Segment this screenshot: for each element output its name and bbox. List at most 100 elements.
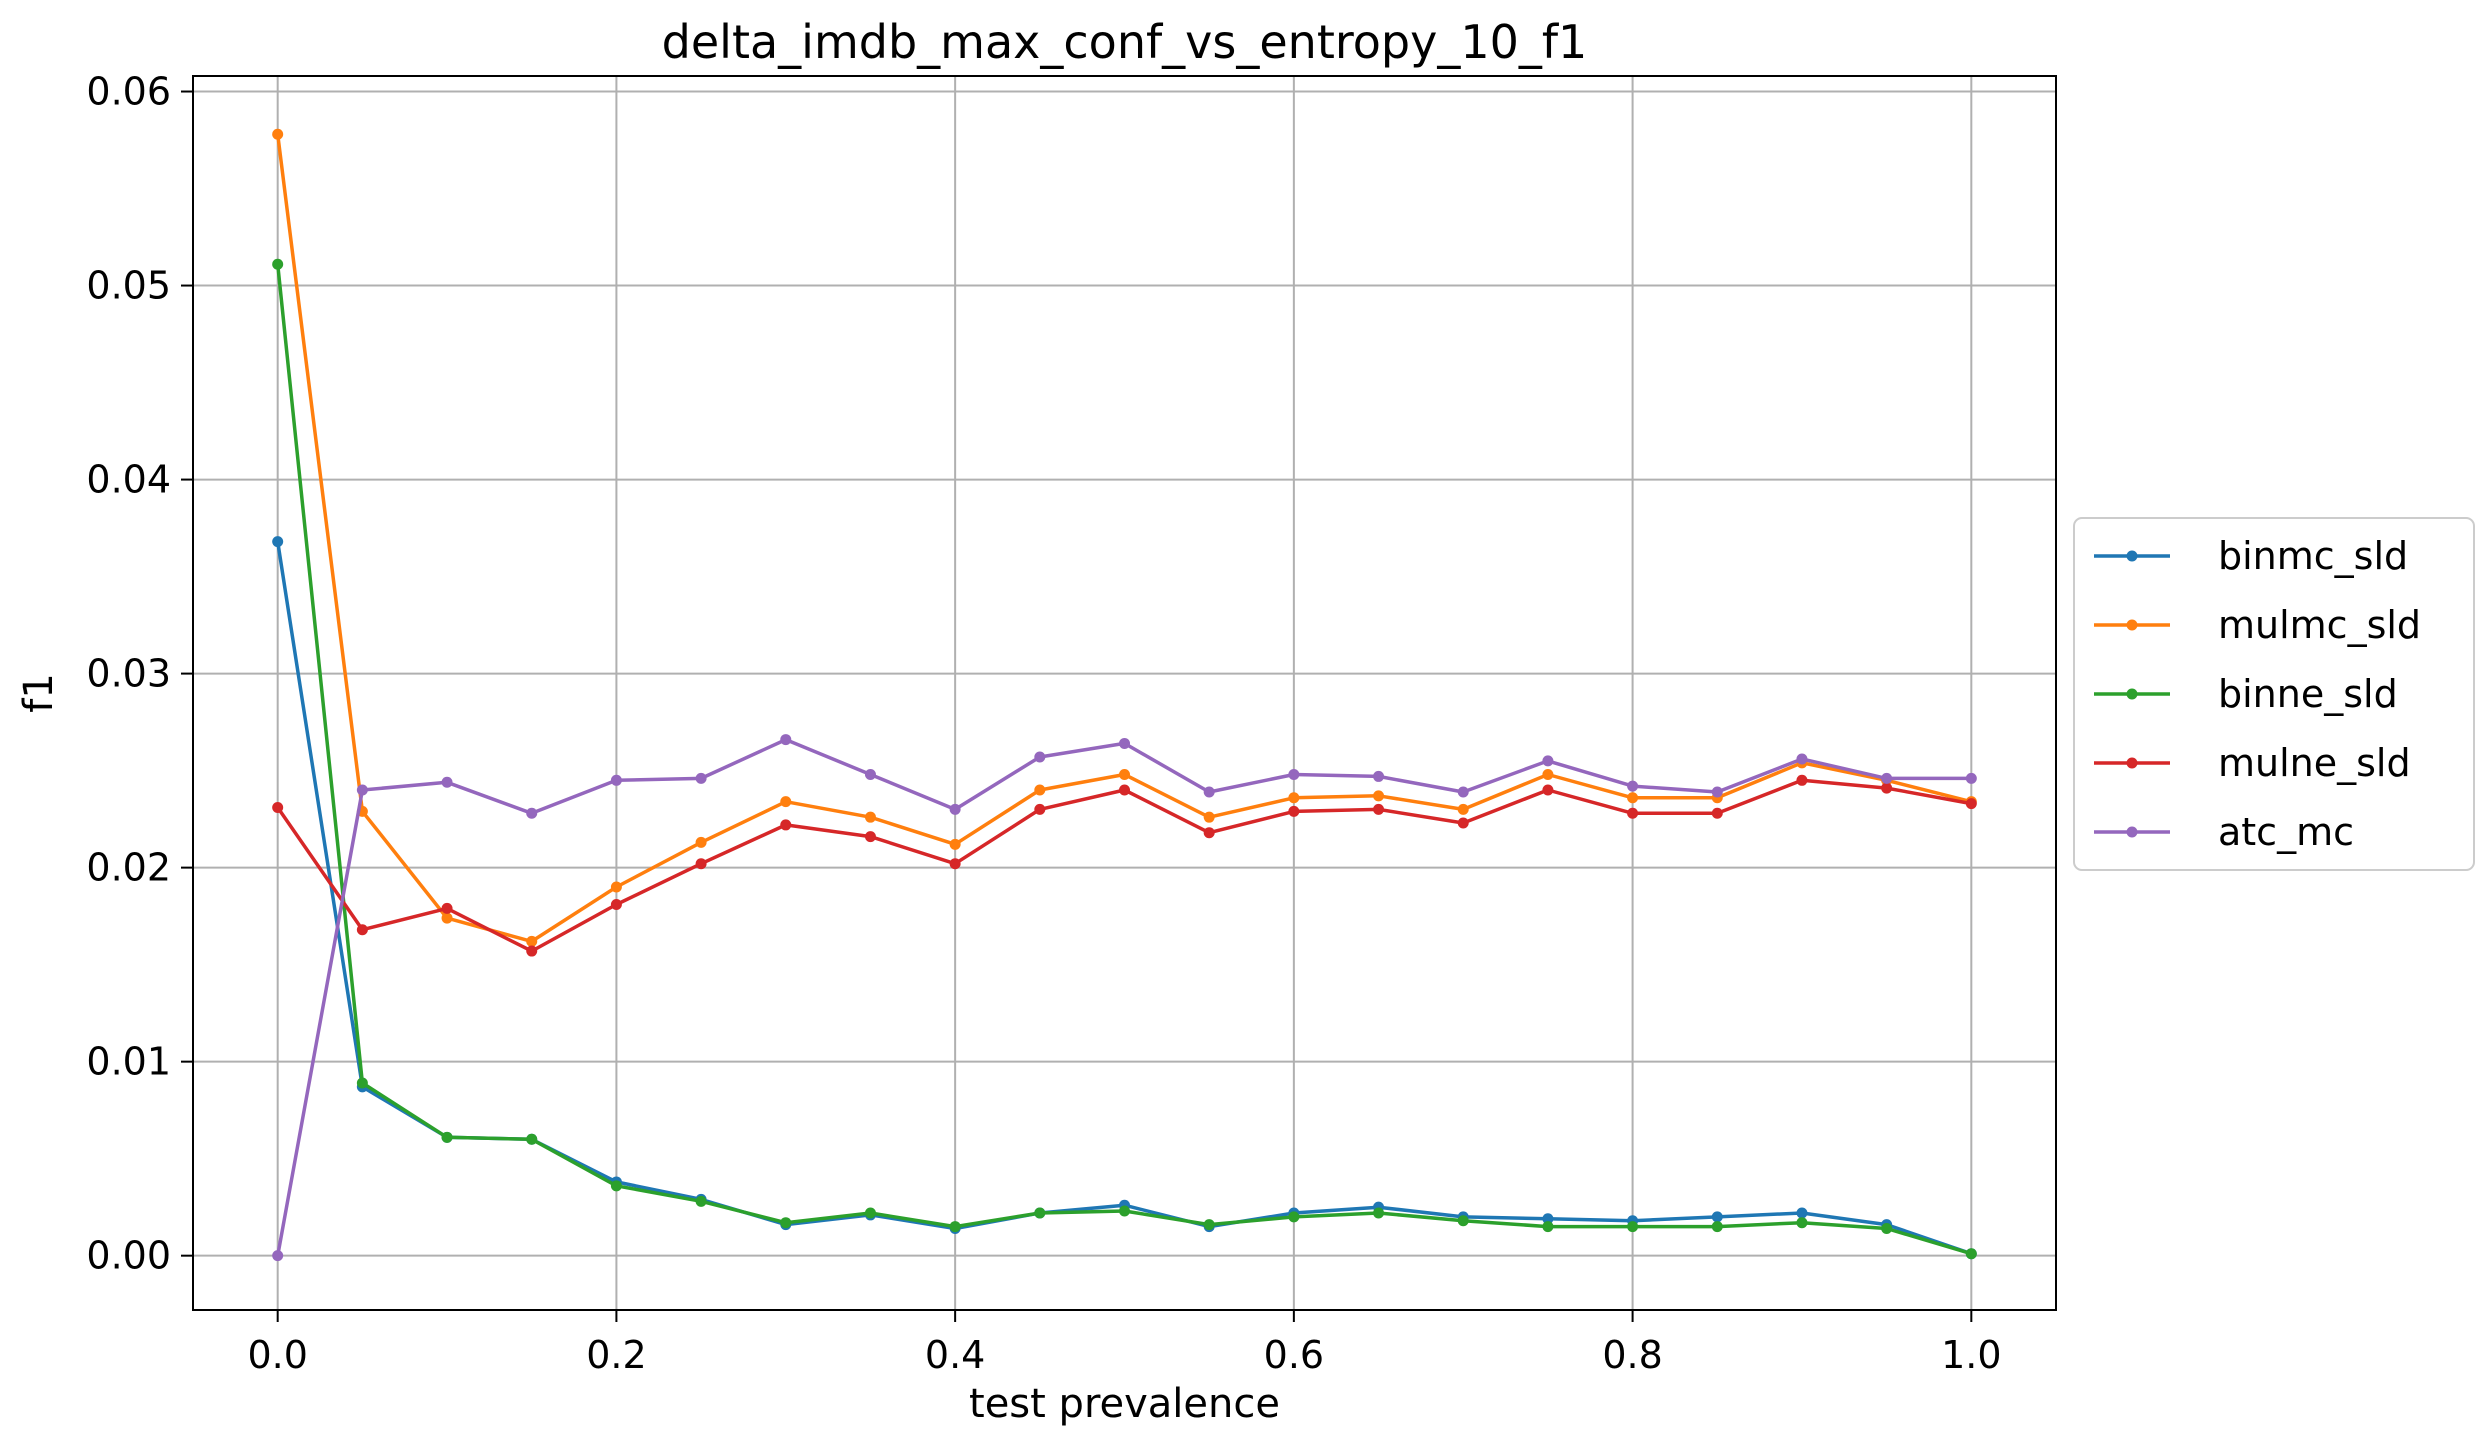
- legend-item-binne-sld: binne_sld: [2094, 672, 2398, 716]
- data-point-mulne-sld: [610, 898, 622, 910]
- data-point-mulne-sld: [272, 801, 284, 813]
- data-point-mulmc-sld: [1119, 768, 1130, 780]
- series-line-binmc-sld: [275, 541, 1972, 1256]
- x-tick-label: 0.6: [1264, 1333, 1324, 1377]
- legend-swatch-marker: [2126, 619, 2138, 631]
- data-point-atc-mc: [695, 772, 707, 784]
- legend-label: mulne_sld: [2218, 741, 2411, 785]
- data-point-mulne-sld: [1373, 803, 1385, 815]
- legend-frame: [2073, 517, 2475, 871]
- data-point-mulmc-sld: [1034, 784, 1046, 796]
- data-point-atc-mc: [1373, 770, 1385, 782]
- data-point-mulne-sld: [780, 819, 792, 831]
- data-point-atc-mc: [441, 776, 453, 788]
- legend-item-mulmc-sld: mulmc_sld: [2094, 603, 2421, 647]
- data-point-binne-sld: [610, 1180, 622, 1192]
- data-point-mulne-sld: [949, 858, 961, 870]
- data-point-atc-mc: [1542, 755, 1554, 767]
- data-point-mulmc-sld: [949, 838, 961, 850]
- data-point-binne-sld: [1627, 1221, 1639, 1233]
- data-point-binne-sld: [864, 1207, 876, 1219]
- chart-title: delta_imdb_max_conf_vs_entropy_10_f1: [662, 15, 1588, 69]
- y-tick-label: 0.01: [86, 1040, 171, 1084]
- data-point-binne-sld: [1034, 1207, 1046, 1219]
- series-line-mulmc-sld: [275, 133, 1972, 944]
- data-point-mulne-sld: [1203, 827, 1215, 839]
- data-point-atc-mc: [1881, 772, 1893, 784]
- data-point-binne-sld: [1542, 1221, 1554, 1233]
- series-layer: [272, 128, 1977, 1262]
- series-binne-sld: [272, 258, 1977, 1260]
- x-axis-label: test prevalence: [969, 1381, 1280, 1427]
- data-point-binne-sld: [949, 1221, 961, 1233]
- data-point-binne-sld: [1119, 1205, 1130, 1217]
- data-point-mulne-sld: [1796, 774, 1808, 786]
- y-tick-label: 0.03: [86, 652, 171, 696]
- data-point-binne-sld: [272, 258, 284, 270]
- data-point-mulmc-sld: [1203, 811, 1215, 823]
- data-point-binne-sld: [780, 1217, 792, 1229]
- data-point-atc-mc: [1711, 786, 1723, 798]
- data-point-mulmc-sld: [272, 128, 284, 140]
- y-axis-label: f1: [16, 673, 62, 713]
- y-tick-label: 0.00: [86, 1234, 171, 1278]
- data-point-mulne-sld: [356, 924, 368, 936]
- data-point-binne-sld: [1881, 1223, 1893, 1235]
- data-point-binne-sld: [1796, 1217, 1808, 1229]
- data-point-binne-sld: [695, 1195, 707, 1207]
- series-atc-mc: [272, 734, 1977, 1262]
- plot-frame: [192, 75, 2057, 1311]
- data-point-mulne-sld: [1627, 807, 1639, 819]
- data-point-binne-sld: [356, 1077, 368, 1089]
- data-point-binne-sld: [1373, 1207, 1385, 1219]
- x-tick-label: 1.0: [1941, 1333, 2001, 1377]
- data-point-binmc-sld: [1542, 1213, 1554, 1225]
- data-point-atc-mc: [610, 774, 622, 786]
- data-point-mulne-sld: [864, 831, 876, 843]
- data-point-mulne-sld: [441, 902, 453, 914]
- data-point-mulne-sld: [1288, 805, 1300, 817]
- data-point-mulmc-sld: [780, 796, 792, 808]
- legend-label: binne_sld: [2218, 672, 2398, 716]
- data-point-binne-sld: [1965, 1248, 1977, 1260]
- data-point-binne-sld: [441, 1131, 453, 1143]
- data-point-atc-mc: [949, 803, 961, 815]
- data-point-atc-mc: [1034, 751, 1046, 763]
- data-point-mulne-sld: [695, 858, 707, 870]
- x-tick-label: 0.8: [1602, 1333, 1662, 1377]
- data-point-atc-mc: [864, 768, 876, 780]
- data-point-mulne-sld: [1711, 807, 1723, 819]
- data-point-mulmc-sld: [1542, 768, 1554, 780]
- data-point-mulne-sld: [1034, 803, 1046, 815]
- tick-layer: 0.0 0.2 0.4 0.6 0.8 1.0 0.00 0.01 0.02 0.03 0.04 0.…: [86, 70, 2001, 1377]
- data-point-mulmc-sld: [695, 836, 707, 848]
- data-point-mulne-sld: [526, 945, 538, 957]
- y-tick-label: 0.04: [86, 458, 171, 502]
- series-line-binne-sld: [275, 264, 1972, 1256]
- data-point-mulmc-sld: [441, 912, 453, 924]
- data-point-atc-mc: [1627, 780, 1639, 792]
- data-point-mulmc-sld: [526, 935, 538, 947]
- data-point-atc-mc: [356, 784, 368, 796]
- data-point-mulmc-sld: [864, 811, 876, 823]
- data-point-atc-mc: [1288, 768, 1300, 780]
- legend: binmc_sld mulmc_sld binne_sld mulne_sld atc_…: [2073, 517, 2475, 871]
- data-point-mulne-sld: [1881, 782, 1893, 794]
- legend-item-atc-mc: atc_mc: [2094, 810, 2354, 854]
- legend-label: binmc_sld: [2218, 534, 2408, 578]
- data-point-mulmc-sld: [610, 881, 622, 893]
- data-point-atc-mc: [780, 734, 792, 746]
- y-tick-label: 0.05: [86, 264, 171, 308]
- legend-label: atc_mc: [2218, 810, 2354, 854]
- x-tick-label: 0.2: [586, 1333, 646, 1377]
- x-tick-label: 0.0: [247, 1333, 307, 1377]
- data-point-mulne-sld: [1457, 817, 1469, 829]
- series-binmc-sld: [272, 536, 1977, 1260]
- data-point-atc-mc: [1203, 786, 1215, 798]
- data-point-binne-sld: [1288, 1211, 1300, 1223]
- data-point-mulmc-sld: [1373, 790, 1385, 802]
- series-line-mulne-sld: [276, 778, 1972, 953]
- data-point-binmc-sld: [272, 536, 284, 548]
- legend-swatch-marker: [2126, 688, 2138, 700]
